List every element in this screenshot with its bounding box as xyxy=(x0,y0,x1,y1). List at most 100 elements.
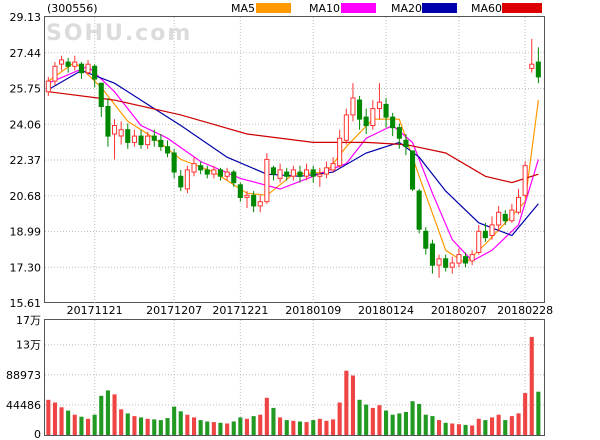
volume-bar xyxy=(397,413,402,435)
candle-body xyxy=(310,169,316,177)
date-tick-label: 20180228 xyxy=(497,304,553,317)
candle-body xyxy=(390,116,396,129)
volume-bar xyxy=(271,407,276,435)
volume-bar xyxy=(483,420,488,435)
candle-body xyxy=(383,103,389,118)
volume-bar xyxy=(384,410,389,435)
volume-bar xyxy=(218,422,223,435)
volume-bar xyxy=(443,422,448,435)
candle-body xyxy=(138,135,144,146)
volume-bar xyxy=(264,397,269,435)
candle-body xyxy=(370,108,376,126)
candle-body xyxy=(357,99,363,120)
volume-bar xyxy=(145,418,150,435)
volume-bar xyxy=(119,409,124,435)
volume-bar xyxy=(304,422,309,435)
volume-bar xyxy=(72,414,77,435)
candle-body xyxy=(224,171,230,177)
candle-body xyxy=(410,150,416,190)
volume-bar xyxy=(410,401,415,435)
candle-body xyxy=(363,116,369,127)
candle-body xyxy=(165,146,171,154)
candle-body xyxy=(522,165,528,196)
price-tick-label: 27.44 xyxy=(10,47,42,60)
date-tick-label: 20180207 xyxy=(431,304,487,317)
date-tick-label: 20171221 xyxy=(212,304,268,317)
volume-bar xyxy=(198,420,203,435)
candle-body xyxy=(45,80,51,93)
volume-bar xyxy=(125,413,130,435)
volume-bar xyxy=(278,417,283,435)
volume-bar xyxy=(258,414,263,435)
candle-body xyxy=(509,209,515,222)
candle-body xyxy=(237,184,243,199)
volume-bar xyxy=(403,412,408,435)
volume-bar xyxy=(192,417,197,435)
volume-bar xyxy=(324,420,329,435)
stock-symbol: (300556) xyxy=(47,2,98,15)
candle-body xyxy=(376,101,382,109)
price-tick-label: 29.13 xyxy=(10,11,42,24)
volume-bar xyxy=(350,375,355,435)
legend-label: MA20 xyxy=(391,2,422,15)
volume-bar xyxy=(59,407,64,435)
volume-bar xyxy=(357,399,362,435)
volume-bar xyxy=(331,419,336,435)
candle-body xyxy=(317,173,323,177)
candle-body xyxy=(191,163,197,173)
volume-bar xyxy=(463,424,468,435)
volume-bar xyxy=(225,423,230,435)
volume-bar xyxy=(158,420,163,435)
candle-body xyxy=(396,127,402,139)
candle-body xyxy=(244,194,250,198)
volume-bar xyxy=(503,420,508,435)
candle-body xyxy=(449,262,455,268)
candle-body xyxy=(92,65,98,80)
candle-body xyxy=(251,194,257,207)
legend-swatch xyxy=(341,3,376,13)
volume-bar xyxy=(165,418,170,435)
volume-bar xyxy=(337,402,342,435)
volume-bar xyxy=(244,418,249,435)
candle-body xyxy=(330,163,336,171)
candle-body xyxy=(178,175,184,188)
volume-bar xyxy=(178,411,183,435)
candle-body xyxy=(416,190,422,230)
volume-bar xyxy=(132,416,137,435)
candle-body xyxy=(118,129,124,137)
legend-swatch xyxy=(422,3,457,13)
candle-body xyxy=(198,165,204,171)
candle-body xyxy=(343,114,349,141)
volume-bar xyxy=(251,416,256,435)
volume-bar xyxy=(450,423,455,435)
candle-body xyxy=(204,169,210,175)
volume-bar xyxy=(317,418,322,435)
volume-bar xyxy=(291,420,296,435)
candle-body xyxy=(98,82,104,107)
candle-body xyxy=(529,63,535,69)
candle-body xyxy=(489,224,495,236)
candle-body xyxy=(284,171,290,177)
volume-bar xyxy=(509,416,514,435)
date-tick-label: 20180124 xyxy=(358,304,414,317)
candle-body xyxy=(482,230,488,239)
volume-bar xyxy=(46,399,51,435)
candle-body xyxy=(59,59,65,65)
volume-bar xyxy=(430,416,435,435)
candle-body xyxy=(231,171,237,184)
candle-body xyxy=(469,254,475,262)
legend-label: MA60 xyxy=(471,2,502,15)
candle-body xyxy=(456,254,462,264)
volume-tick-label: 0 xyxy=(34,428,41,440)
volume-tick-label: 88973 xyxy=(6,369,41,382)
volume-bar xyxy=(490,417,495,435)
volume-bar xyxy=(344,370,349,435)
candle-body xyxy=(151,135,157,141)
volume-bar xyxy=(470,425,475,435)
price-tick-label: 15.61 xyxy=(10,297,42,310)
candle-body xyxy=(463,256,469,264)
date-tick-label: 20171207 xyxy=(146,304,202,317)
candle-body xyxy=(131,135,137,143)
date-tick-label: 20180109 xyxy=(285,304,341,317)
